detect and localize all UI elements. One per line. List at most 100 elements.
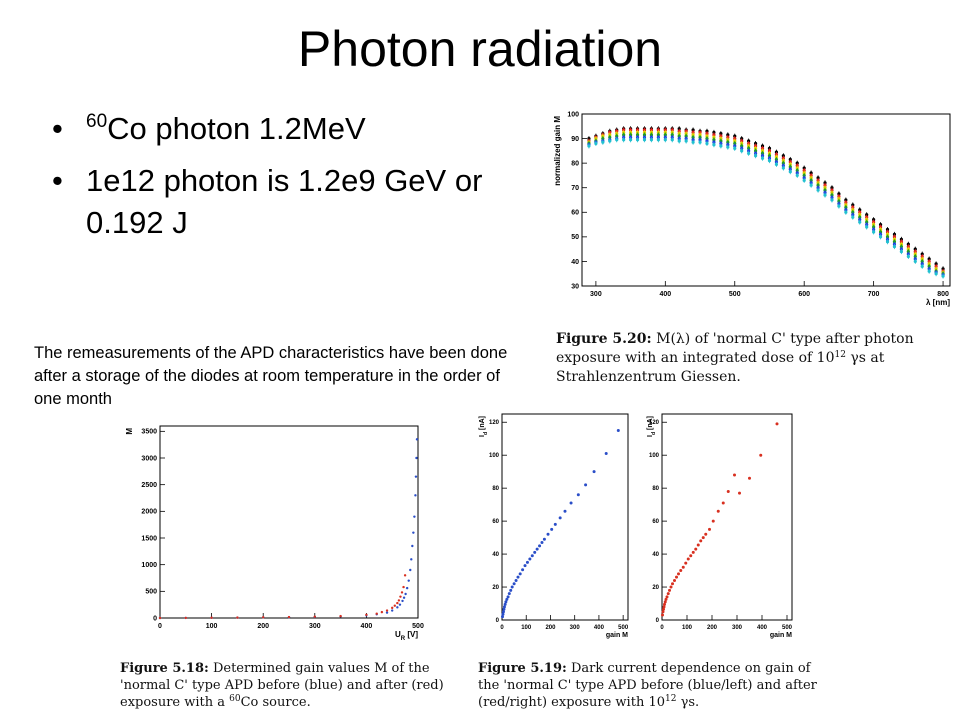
data-point (698, 140, 702, 144)
y-axis-label: Id [nA] (647, 416, 657, 437)
y-tick-label: 3500 (141, 429, 157, 436)
data-point (920, 264, 924, 268)
y-axis-label: M (125, 428, 134, 435)
data-point (375, 612, 378, 615)
y-tick-label: 40 (492, 552, 499, 558)
data-point (748, 476, 751, 480)
data-point (535, 547, 539, 551)
data-point (927, 269, 931, 273)
data-point (622, 138, 626, 142)
data-point (412, 531, 415, 534)
data-point (661, 610, 665, 614)
caption-sup: 12 (834, 350, 846, 360)
data-point (670, 138, 674, 142)
data-point (402, 585, 405, 589)
data-point (604, 452, 608, 456)
data-point (608, 139, 612, 143)
data-point (691, 550, 695, 554)
data-point (913, 259, 917, 264)
y-tick-label: 100 (489, 453, 500, 459)
data-point (414, 494, 417, 497)
data-point (767, 159, 772, 163)
caption-text: γs at Strahlenzentrum Giessen. (556, 350, 885, 385)
data-point (629, 138, 633, 142)
data-point (823, 193, 827, 197)
figure-5-19a-plot: 0 100 200 300 400 500 0 20 40 60 80 100 120 gain M Id … (476, 404, 652, 650)
data-point (677, 139, 681, 143)
data-point (415, 438, 419, 441)
y-tick-label: 2000 (141, 509, 157, 516)
data-point (663, 600, 667, 604)
data-point (679, 569, 683, 573)
slide-title: Photon radiation (297, 21, 663, 77)
data-point (691, 140, 695, 144)
data-point (523, 564, 527, 568)
figure-5-18-caption: Figure 5.18: Determined gain values M of… (120, 660, 466, 711)
x-tick-label: 200 (257, 623, 269, 630)
x-tick-label: 400 (361, 623, 373, 630)
caption-text: Dark current dependence on gain of the '… (478, 661, 817, 710)
data-point (671, 582, 674, 586)
data-point (262, 616, 265, 619)
data-point (686, 557, 690, 561)
data-point (505, 597, 509, 601)
data-point (501, 610, 505, 614)
data-point (558, 516, 562, 520)
data-point (885, 240, 890, 244)
data-point (398, 603, 402, 606)
data-point (851, 215, 855, 219)
data-point (521, 568, 525, 572)
data-point (339, 614, 342, 618)
data-point (403, 574, 407, 577)
x-axis-label: gain M (770, 632, 792, 639)
data-point (802, 178, 806, 182)
x-axis-label: λ [nm] (926, 298, 950, 307)
data-point (663, 138, 667, 142)
data-point (509, 588, 513, 592)
data-point (594, 141, 598, 146)
data-point (837, 204, 841, 208)
data-point (506, 595, 510, 599)
data-point (512, 582, 516, 586)
data-point (677, 572, 680, 576)
bullet-list: • 60Co photon 1.2MeV • 1e12 photon is 1.2e… (52, 108, 542, 254)
data-point (716, 509, 720, 513)
figure-5-19-caption: Figure 5.19: Dark current dependence on … (478, 660, 824, 711)
data-point (514, 578, 518, 582)
x-tick-label: 500 (782, 625, 793, 631)
data-point (699, 539, 703, 543)
data-point (708, 527, 711, 531)
y-tick-label: 20 (492, 585, 499, 591)
data-point (733, 473, 736, 477)
x-tick-label: 0 (660, 625, 664, 631)
data-point (740, 149, 744, 153)
data-point (401, 599, 404, 603)
data-point (878, 235, 883, 239)
data-point (721, 501, 725, 505)
data-point (662, 605, 666, 609)
caption-text: Co source. (240, 695, 311, 710)
data-point (865, 225, 869, 229)
plot-frame (661, 413, 793, 621)
x-tick-label: 300 (590, 291, 602, 298)
data-point (704, 532, 708, 536)
x-tick-label: 500 (729, 291, 741, 298)
data-point (684, 139, 688, 143)
data-point (774, 162, 779, 166)
data-point (405, 586, 409, 590)
bullet-item: • 1e12 photon is 1.2e9 GeV or 0.192 J (52, 160, 542, 244)
data-point (775, 422, 779, 426)
data-point (542, 537, 546, 541)
data-point (396, 601, 399, 605)
data-point (719, 144, 723, 148)
data-point (400, 591, 404, 594)
y-axis-label: Id [nA] (479, 416, 489, 437)
data-point (760, 156, 765, 160)
data-point (675, 575, 678, 579)
data-point (788, 170, 792, 174)
figure-5-20-plot: 300 400 500 600 700 800 30 40 50 60 70 80 90 100 λ [nm… (548, 100, 958, 322)
x-tick-label: 400 (757, 625, 768, 631)
data-point (666, 592, 670, 596)
data-point (287, 615, 291, 619)
plot-frame (581, 113, 951, 287)
